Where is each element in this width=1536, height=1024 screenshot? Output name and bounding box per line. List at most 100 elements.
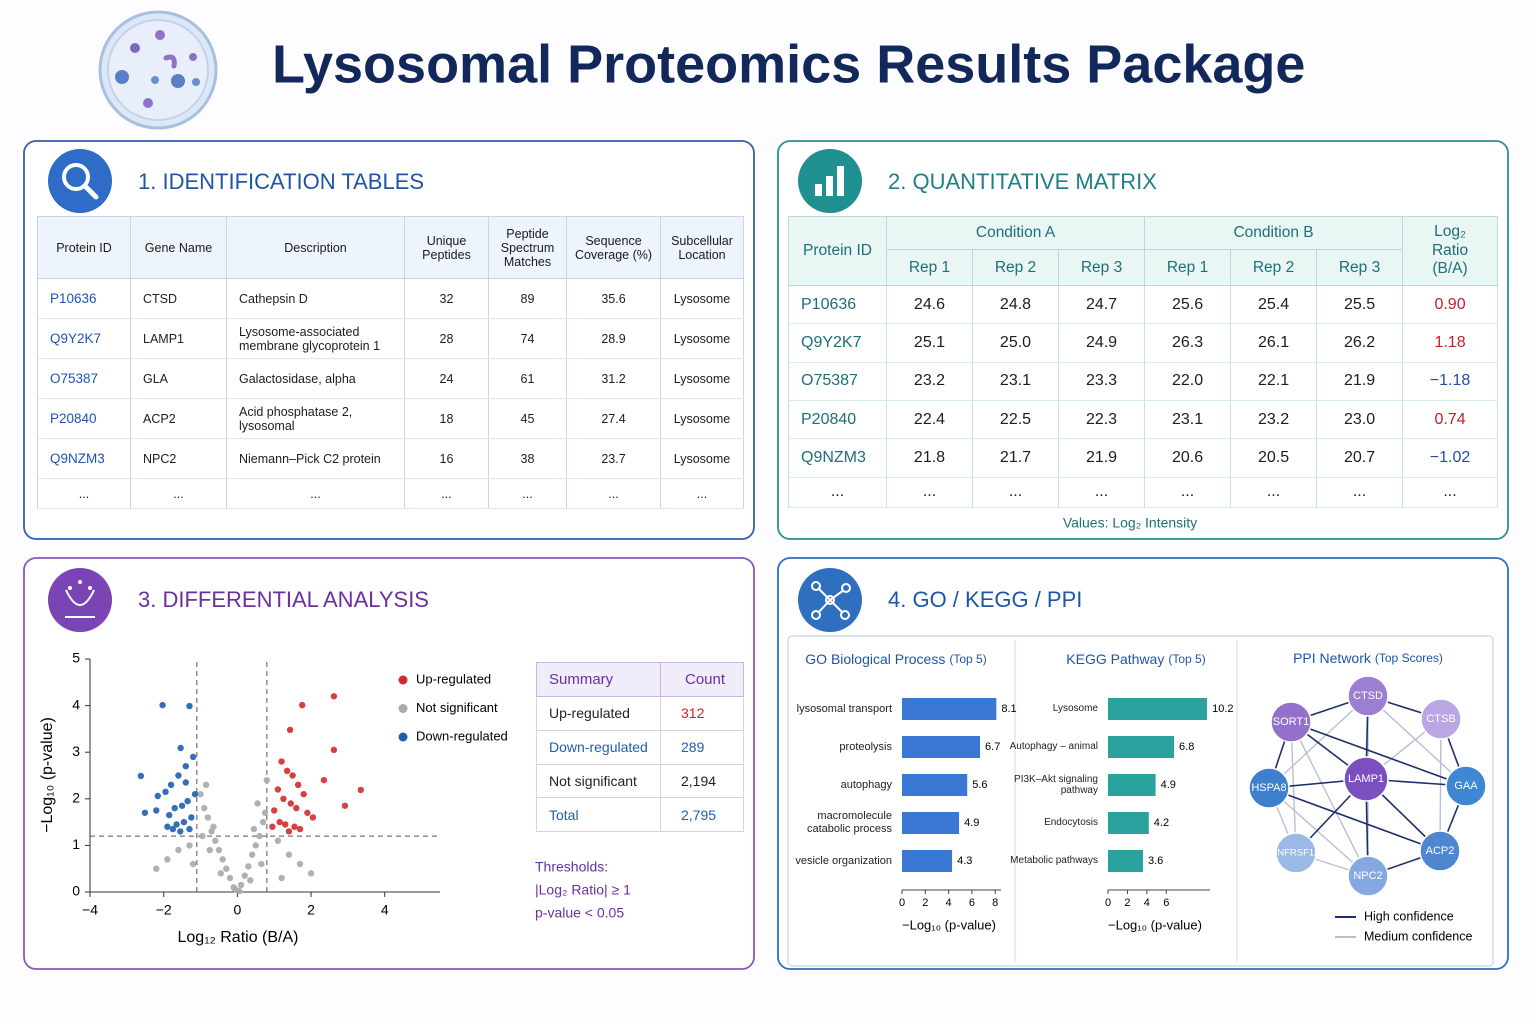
- table-cell: 25.5: [1316, 285, 1404, 325]
- table-cell: ...: [788, 477, 887, 509]
- table-cell: 23.0: [1316, 400, 1404, 440]
- point: [186, 825, 193, 833]
- quantitative-table: Protein ID Condition A Condition B Log₂ Rat…: [788, 216, 1499, 509]
- bar: [902, 850, 953, 872]
- table-cell: 28: [404, 318, 489, 359]
- table-cell: ...: [1057, 477, 1146, 509]
- header-row: Protein ID Condition A Condition B Log₂ Rat…: [788, 216, 1499, 286]
- column-header: Unique Peptides: [404, 216, 489, 279]
- table-cell: 0.90: [1402, 285, 1499, 325]
- x-tick-label: −2: [156, 902, 172, 918]
- point: [252, 842, 259, 849]
- table-cell: 74: [488, 318, 567, 359]
- table-cell: 22.5: [972, 400, 1059, 440]
- chart-title: GO Biological Process (Top 5): [805, 651, 986, 667]
- point: [250, 825, 258, 833]
- group-header: Condition A: [885, 216, 1146, 250]
- x-axis-label: −Log₁₀ (p-value): [902, 917, 996, 932]
- table-cell: 25.4: [1230, 285, 1318, 325]
- table-cell: CTSD: [130, 278, 227, 319]
- table-cell: Up-regulated: [536, 696, 661, 731]
- bar: [902, 812, 960, 834]
- x-tick-label: 2: [1124, 897, 1130, 909]
- point: [285, 851, 293, 858]
- table-cell: ...: [566, 478, 661, 509]
- node-label: HSPA8: [1251, 782, 1286, 794]
- table-cell: Not significant: [536, 763, 661, 799]
- table-head: Protein ID Condition A Condition B Log₂ Rat…: [788, 216, 1499, 286]
- point: [189, 860, 197, 868]
- x-axis-label: −Log₁₀ (p-value): [1108, 917, 1202, 932]
- node-label: CTSD: [1353, 690, 1383, 702]
- legend-label: Medium confidence: [1364, 929, 1472, 943]
- table-cell: ...: [1144, 477, 1232, 509]
- point: [237, 881, 245, 889]
- point: [137, 772, 145, 780]
- node-label: LAMP1: [1348, 773, 1384, 785]
- table-cell: 24.9: [1057, 323, 1146, 363]
- point: [162, 788, 169, 796]
- legend-label: Down-regulated: [416, 728, 508, 743]
- icon-bars: [798, 149, 862, 213]
- table-cell: 27.4: [566, 398, 661, 439]
- table-row: .....................: [37, 478, 744, 509]
- table-row: O75387 23.2 23.1 23.3 22.0 22.1 21.9 −1.18: [788, 362, 1499, 402]
- y-tick-label: 2: [72, 790, 80, 806]
- table-cell: LAMP1: [130, 318, 227, 359]
- node: [1347, 855, 1389, 897]
- bar-value-label: 4.3: [957, 855, 972, 867]
- column-header: Protein ID: [788, 216, 887, 286]
- point: [280, 795, 287, 802]
- table-cell: 20.7: [1316, 438, 1404, 478]
- node-label: ACP2: [1426, 845, 1455, 857]
- point: [199, 832, 206, 840]
- table-cell: O75387: [37, 358, 131, 399]
- point: [269, 823, 276, 830]
- node-label: SORT1: [1273, 716, 1309, 728]
- bar: [1108, 736, 1175, 758]
- table-cell: 22.3: [1057, 400, 1146, 440]
- table-cell: 18: [404, 398, 489, 439]
- column-header: Summary: [536, 662, 661, 697]
- point: [263, 776, 271, 784]
- table-cell: ...: [37, 478, 131, 509]
- table-row: P10636 CTSD Cathepsin D 32 89 35.6 Lysosome: [37, 278, 744, 319]
- bar: [1108, 812, 1149, 834]
- threshold-note: p-value < 0.05: [535, 905, 624, 921]
- table-cell: 23.1: [1144, 400, 1232, 440]
- threshold-note: Thresholds:: [535, 859, 608, 875]
- x-tick-label: 2: [307, 902, 315, 918]
- ppi-title: PPI Network (Top Scores): [1293, 650, 1443, 666]
- table-cell: Q9NZM3: [788, 438, 887, 478]
- table-cell: 25.1: [886, 323, 973, 363]
- table-cell: Q9NZM3: [37, 438, 131, 479]
- point: [293, 804, 300, 812]
- point: [153, 865, 160, 872]
- point: [223, 865, 230, 872]
- bar: [1108, 850, 1143, 872]
- table-row: Q9Y2K7 LAMP1 Lysosome-associated membrane …: [37, 318, 744, 359]
- x-tick-label: 0: [899, 897, 905, 909]
- table-cell: 28.9: [566, 318, 661, 359]
- point: [283, 767, 291, 775]
- table-cell: 24: [404, 358, 489, 399]
- node-label: CTSB: [1426, 713, 1455, 725]
- table-cell: 24.6: [886, 285, 973, 325]
- point: [210, 823, 217, 830]
- point: [226, 874, 234, 882]
- icon-network: [798, 568, 862, 632]
- table-cell: Lysosome: [660, 318, 744, 359]
- node: [1420, 698, 1462, 740]
- table-row: Up-regulated 312: [536, 696, 744, 731]
- edge-medium: [1290, 721, 1297, 854]
- x-tick-label: 0: [1105, 897, 1111, 909]
- point: [276, 818, 283, 826]
- point: [212, 837, 219, 844]
- y-tick-label: 5: [72, 650, 80, 666]
- point: [171, 804, 178, 812]
- category-label: Endocytosis: [1044, 817, 1098, 829]
- header-row: Rep 1 Rep 2 Rep 3 Rep 1 Rep 2 Rep 3: [789, 249, 1498, 286]
- x-tick-label: 2: [922, 897, 928, 909]
- table-cell: ...: [1402, 477, 1499, 509]
- column-header: Gene Name: [130, 216, 227, 279]
